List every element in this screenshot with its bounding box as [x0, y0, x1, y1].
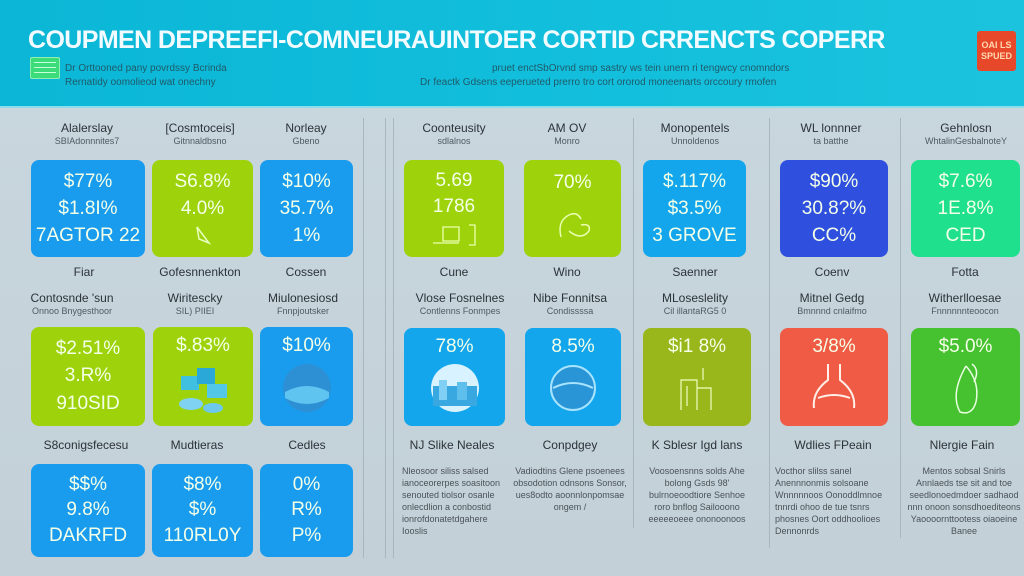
header-banner: COUPMEN DEPREEFI-COMNEURAUINTOER CORTID …: [0, 0, 1024, 108]
card-heading: Gehnlosn WhtalinGesbalnoteY: [924, 121, 1008, 147]
document-icon: [433, 224, 476, 246]
card-heading: WL lonnner ta batthe: [800, 121, 862, 147]
header-subtitle: Rernatidy oomolieod wat onechny: [65, 77, 216, 88]
card-heading: MLoseslelity Cil illantaRG5 0: [661, 291, 729, 317]
card-label: Fiar: [73, 265, 95, 279]
card-heading: [Cosmtoceis] Gitnnaldbsno: [165, 121, 235, 147]
card-heading: Norleay Gbeno: [285, 121, 327, 147]
card-label: K Sblesr Igd lans: [651, 438, 743, 452]
stat-card: 78%: [404, 328, 505, 426]
divider: [363, 118, 364, 558]
stat-card: $i1 8%: [643, 328, 751, 426]
card-label: NJ Slike Neales: [409, 438, 495, 452]
divider: [769, 118, 770, 548]
header-description: Dr feactk Gdsens eeperueted prerro tro c…: [420, 77, 777, 88]
stat-card: $.83%: [153, 327, 253, 426]
hand-icon: [558, 213, 590, 238]
card-heading: Vlose Fosnelnes Contlenns Fonmpes: [415, 291, 505, 317]
card-heading: Wiritescky SIL) PIIEI: [167, 291, 223, 317]
card-label: Gofesnnenkton: [159, 265, 241, 279]
header-subtitle: Dr Orttooned pany povrdssy Bcrinda: [65, 63, 227, 74]
card-label: Mudtieras: [170, 438, 224, 452]
stat-card: $5.0%: [911, 328, 1020, 426]
stat-card: $10%: [260, 327, 353, 426]
card-label: Cossen: [285, 265, 327, 279]
building-icon: [680, 368, 712, 410]
divider: [385, 118, 386, 558]
card-label: Fotta: [951, 265, 979, 279]
stat-card: $7.6% 1E.8% CED: [911, 160, 1020, 257]
card-label: Cune: [439, 265, 469, 279]
stat-card: $77% $1.8I% 7AGTOR 22: [31, 160, 145, 257]
stat-card: $8% $% 110RL0Y: [152, 464, 253, 557]
card-description: Nleosoor siliss salsed ianoceorerpes soa…: [402, 466, 501, 536]
card-heading: Mitnel Gedg Bmnnnd cnlaifmo: [797, 291, 867, 317]
card-heading: Witherlloesae Fnnnnnnteoocon: [928, 291, 1002, 317]
card-heading: Contosnde 'sun Onnoo Bnygesthoor: [30, 291, 114, 317]
card-heading: Monopentels Unnoldenos: [660, 121, 730, 147]
header-description: pruet enctSbOrvnd smp sastry ws tein une…: [492, 63, 790, 74]
card-description: Voosoensnns solds Ahe bolong Gsds 98' bu…: [648, 466, 746, 524]
stat-card: 8.5%: [525, 328, 621, 426]
divider: [633, 118, 634, 528]
card-description: Mentos sobsal Snirls Annlaeds tse sit an…: [907, 466, 1021, 536]
card-description: Vadiodtins Glene psoenees obsodotion odn…: [513, 466, 627, 512]
card-label: Conpdgey: [542, 438, 598, 452]
card-label: Wino: [553, 265, 581, 279]
divider: [393, 118, 394, 558]
stat-card: $90% 30.8?% CC%: [780, 160, 888, 257]
leaf-drop-icon: [954, 363, 978, 414]
cubes-icon: [179, 367, 227, 413]
card-heading: AM OV Monro: [547, 121, 587, 147]
card-heading: Alalerslay SBIAdonnnites7: [54, 121, 120, 147]
card-heading: Miulonesiosd Fnnpjoutsker: [267, 291, 339, 317]
page-title: COUPMEN DEPREEFI-COMNEURAUINTOER CORTID …: [28, 26, 885, 54]
card-label: Wdlies FPeain: [794, 438, 872, 452]
globe-icon: [550, 365, 596, 411]
card-label: Coenv: [814, 265, 850, 279]
flask-icon: [812, 364, 856, 409]
corner-badge: OAI LS SPUED: [977, 31, 1016, 71]
list-icon: [30, 57, 60, 79]
globe-city-icon: [430, 364, 479, 412]
globe-icon: [282, 363, 331, 412]
stat-card: 70%: [524, 160, 621, 257]
leaf-icon: [195, 226, 211, 245]
stat-card: 0% R% P%: [260, 464, 353, 557]
stat-card: $2.51% 3.R% 910SID: [31, 327, 145, 426]
card-heading: Nibe Fonnitsa Condissssa: [532, 291, 608, 317]
stat-card: 5.69 1786: [404, 160, 504, 257]
stat-card: $$% 9.8% DAKRFD: [31, 464, 145, 557]
card-description: Vocthor slilss sanel Anennnonmis solsoan…: [775, 466, 883, 536]
card-label: Nlergie Fain: [929, 438, 995, 452]
card-label: Cedles: [288, 438, 326, 452]
card-heading: Coonteusity sdlalnos: [422, 121, 486, 147]
stat-card: S6.8% 4.0%: [152, 160, 253, 257]
divider: [900, 118, 901, 538]
stat-card: $10% 35.7% 1%: [260, 160, 353, 257]
stat-card: 3/8%: [780, 328, 888, 426]
card-label: S8conigsfecesu: [43, 438, 129, 452]
card-label: Saenner: [672, 265, 718, 279]
stat-card: $.117% $3.5% 3 GROVE: [643, 160, 746, 257]
